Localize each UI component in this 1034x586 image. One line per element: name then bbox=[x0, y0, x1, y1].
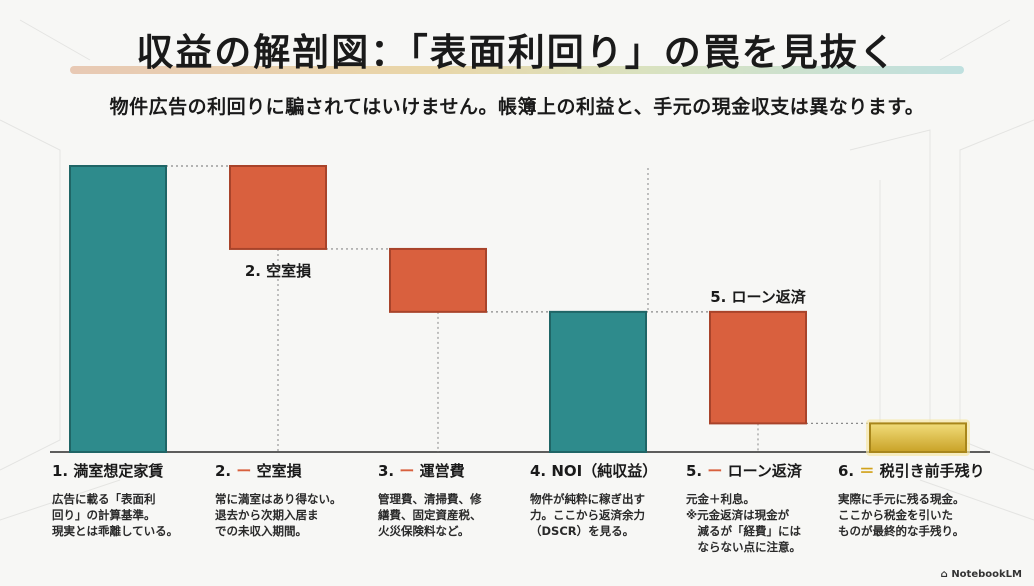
description-line: 管理費、清掃費、修 bbox=[378, 492, 482, 506]
bar-label-5: 5. ローン返済 bbox=[710, 288, 807, 306]
description-line: 減るが「経費」には bbox=[686, 524, 801, 538]
column-description: 管理費、清掃費、修 繕費、固定資産税、 火災保険料など。 bbox=[378, 491, 538, 539]
bar-1 bbox=[69, 165, 167, 453]
description-line: 元金＋利息。 bbox=[686, 492, 755, 506]
bar-4 bbox=[549, 310, 647, 453]
description-line: 火災保険料など。 bbox=[378, 524, 470, 538]
operator-symbol: ー bbox=[236, 462, 257, 480]
column-name: 満室想定家賃 bbox=[73, 462, 164, 480]
column-title: 5. ー ローン返済 bbox=[686, 460, 846, 481]
column-number: 2. bbox=[215, 462, 237, 480]
bar-5 bbox=[709, 310, 807, 425]
column-number: 1. bbox=[52, 462, 74, 480]
column-title: 1. 満室想定家賃 bbox=[52, 460, 212, 481]
column-number: 4. bbox=[530, 462, 552, 480]
column-description: 実際に手元に残る現金。 ここから税金を引いた ものが最終的な手残り。 bbox=[838, 491, 998, 539]
description-line: 力。ここから返済余力 bbox=[530, 508, 645, 522]
column-3: 3. ー 運営費管理費、清掃費、修 繕費、固定資産税、 火災保険料など。 bbox=[378, 460, 538, 539]
description-line: ここから税金を引いた bbox=[838, 508, 953, 522]
column-name: 空室損 bbox=[256, 462, 302, 480]
operator-symbol: ー bbox=[707, 462, 728, 480]
column-1: 1. 満室想定家賃広告に載る「表面利 回り」の計算基準。現実とは乖離している。 bbox=[52, 460, 212, 539]
page-subtitle: 物件広告の利回りに騙されてはいけません。帳簿上の利益と、手元の現金収支は異なりま… bbox=[109, 96, 925, 118]
column-description: 物件が純粋に稼ぎ出す 力。ここから返済余力 （DSCR）を見る。 bbox=[530, 491, 690, 539]
column-name: NOI（純収益） bbox=[551, 462, 658, 480]
description-line: 繕費、固定資産税、 bbox=[378, 508, 482, 522]
column-number: 5. bbox=[686, 462, 708, 480]
column-description: 広告に載る「表面利 回り」の計算基準。現実とは乖離している。 bbox=[52, 491, 212, 539]
column-title: 2. ー 空室損 bbox=[215, 460, 375, 481]
operator-symbol: ー bbox=[399, 462, 420, 480]
page-title: 収益の解剖図：「表面利回り」の罠を見抜く bbox=[136, 31, 898, 74]
column-title: 4. NOI（純収益） bbox=[530, 460, 690, 481]
column-4: 4. NOI（純収益） 物件が純粋に稼ぎ出す 力。ここから返済余力 （DSCR）を見る… bbox=[530, 460, 690, 539]
description-line: 退去から次期入居ま bbox=[215, 508, 319, 522]
description-line: での未収入期間。 bbox=[215, 524, 307, 538]
column-description: 常に満室はあり得ない。 退去から次期入居ま での未収入期間。 bbox=[215, 491, 375, 539]
bar-6 bbox=[869, 422, 967, 453]
bar-3 bbox=[389, 247, 487, 313]
description-line: （DSCR）を見る。 bbox=[530, 524, 635, 538]
description-line: ものが最終的な手残り。 bbox=[838, 524, 965, 538]
description-line: 常に満室はあり得ない。 bbox=[215, 492, 342, 506]
column-title: 3. ー 運営費 bbox=[378, 460, 538, 481]
column-number: 3. bbox=[378, 462, 400, 480]
column-title: 6. ＝ 税引き前手残り bbox=[838, 460, 998, 481]
column-name: 運営費 bbox=[419, 462, 465, 480]
bar-2 bbox=[229, 165, 327, 250]
column-name: 税引き前手残り bbox=[879, 462, 985, 480]
description-line: 現実とは乖離している。 bbox=[52, 524, 179, 538]
column-description: 元金＋利息。 ※元金返済は現金が 減るが「経費」には ならない点に注意。 bbox=[686, 491, 846, 555]
column-name: ローン返済 bbox=[727, 462, 802, 480]
column-5: 5. ー ローン返済元金＋利息。 ※元金返済は現金が 減るが「経費」には ならない… bbox=[686, 460, 846, 555]
notebooklm-logo-icon: ⌂ bbox=[940, 569, 948, 580]
description-line: ※元金返済は現金が bbox=[686, 508, 790, 522]
watermark: ⌂ NotebookLM bbox=[941, 569, 1022, 580]
bar-label-2: 2. 空室損 bbox=[245, 262, 312, 280]
watermark-text: NotebookLM bbox=[951, 569, 1022, 580]
column-number: 6. bbox=[838, 462, 860, 480]
description-line: 実際に手元に残る現金。 bbox=[838, 492, 965, 506]
operator-symbol: ＝ bbox=[859, 462, 880, 480]
description-line: 広告に載る「表面利 bbox=[52, 492, 156, 506]
title-underline bbox=[70, 66, 964, 74]
description-line: ならない点に注意。 bbox=[686, 540, 801, 554]
column-6: 6. ＝ 税引き前手残り実際に手元に残る現金。 ここから税金を引いた ものが最終的な… bbox=[838, 460, 998, 539]
description-line: 回り」の計算基準。 bbox=[52, 508, 156, 522]
description-line: 物件が純粋に稼ぎ出す bbox=[530, 492, 645, 506]
column-2: 2. ー 空室損常に満室はあり得ない。 退去から次期入居ま での未収入期間。 bbox=[215, 460, 375, 539]
